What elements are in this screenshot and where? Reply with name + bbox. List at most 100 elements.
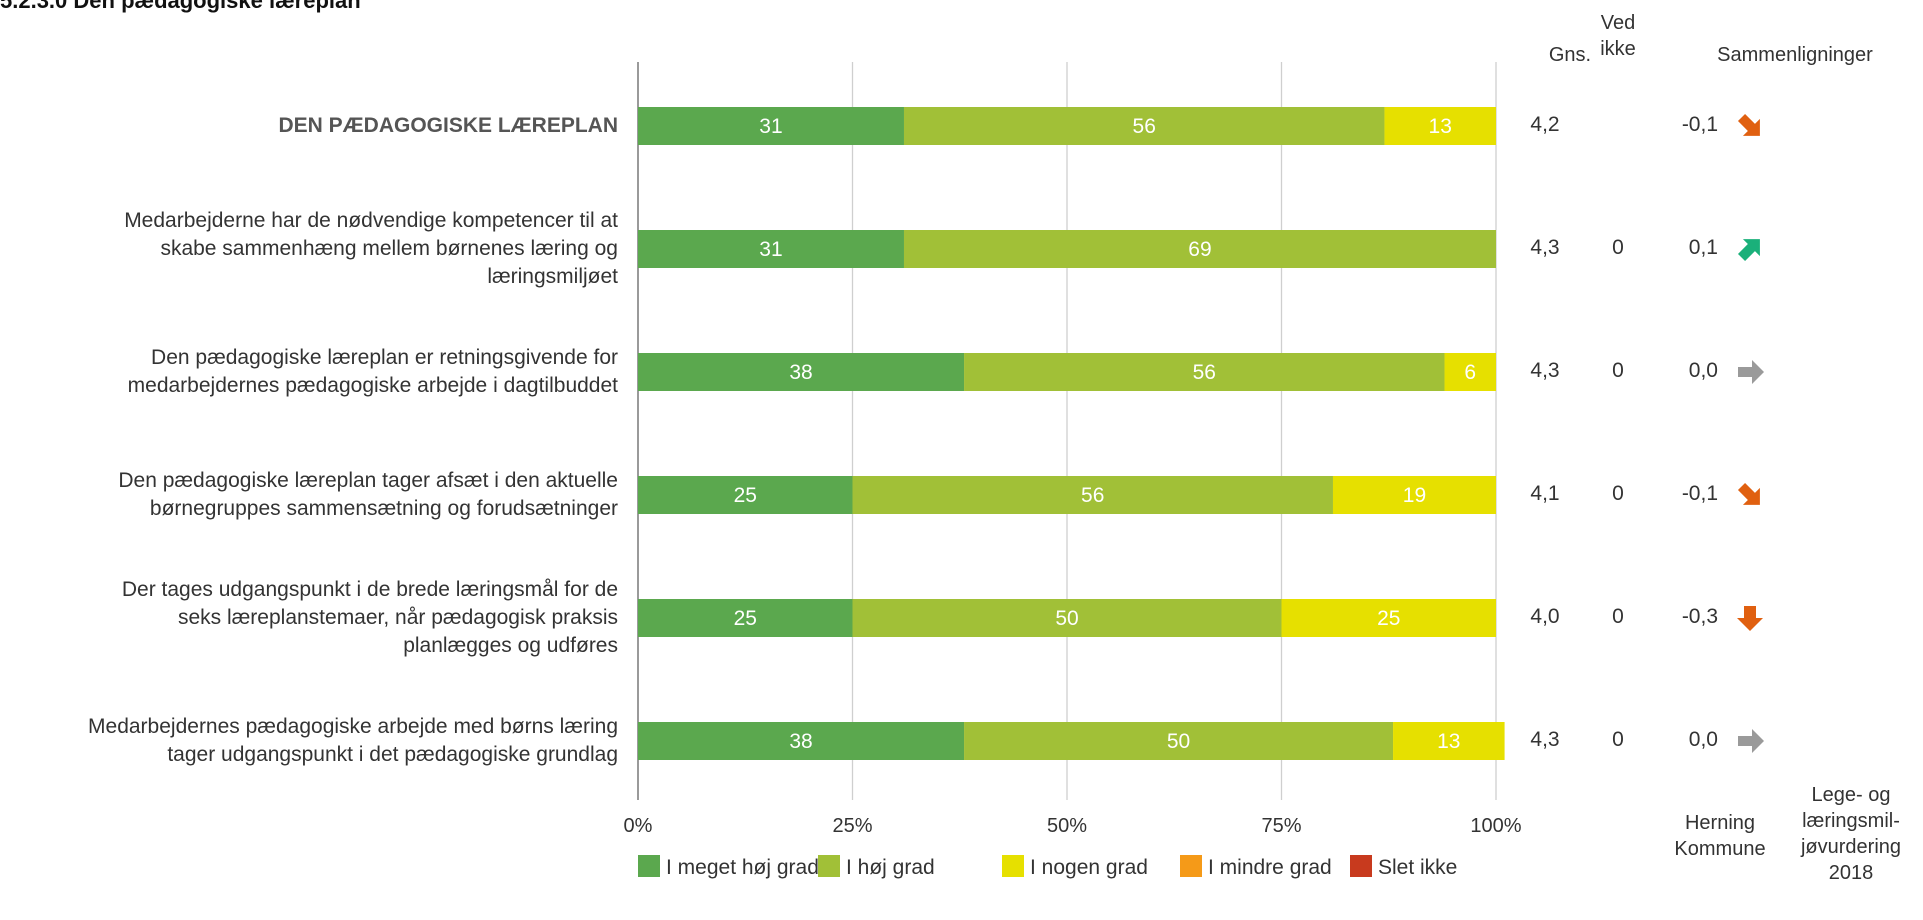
dont-know-value: 0 <box>1612 236 1624 259</box>
segment-meget-hoj <box>638 230 904 268</box>
arrow-flat-icon-shape <box>1738 360 1764 384</box>
data-label: 19 <box>1403 484 1426 507</box>
avg-value: 4,3 <box>1530 236 1560 259</box>
segment-meget-hoj <box>638 353 965 391</box>
segment-nogen <box>1332 476 1496 514</box>
avg-value: 4,1 <box>1530 482 1560 505</box>
avg-value: 4,2 <box>1530 113 1560 136</box>
avg-value: 4,3 <box>1530 728 1560 751</box>
comparison-value: -0,3 <box>1681 605 1718 628</box>
segment-hoj <box>852 476 1333 514</box>
question-label-line: medarbejdernes pædagogiske arbejde i dag… <box>127 374 618 397</box>
herning-footer-line2: Kommune <box>1674 838 1766 860</box>
data-label: 69 <box>1188 238 1211 261</box>
data-label: 13 <box>1437 730 1460 753</box>
segment-meget-hoj <box>638 476 853 514</box>
segment-hoj <box>903 230 1496 268</box>
segment-nogen <box>1444 353 1496 391</box>
arrow-down-icon <box>1737 606 1763 631</box>
arrow-down-right-icon-shape <box>1737 482 1760 505</box>
data-label: 56 <box>1133 115 1156 138</box>
avg-value: 4,0 <box>1530 605 1560 628</box>
data-label: 31 <box>759 115 782 138</box>
x-tick-label: 50% <box>1047 815 1087 837</box>
question-label-line: skabe sammenhæng mellem børnenes læring … <box>160 237 618 260</box>
legend-nogen-label: I nogen grad <box>1030 856 1148 879</box>
comparison-value: 0,0 <box>1688 359 1718 382</box>
arrow-down-icon-shape <box>1737 606 1763 631</box>
segment-meget-hoj <box>638 722 965 760</box>
segment-hoj <box>964 722 1394 760</box>
arrow-down-right-icon <box>1737 482 1760 505</box>
legend-meget-hoj-swatch <box>638 855 660 877</box>
comparison-value: 0,0 <box>1688 728 1718 751</box>
question-label-line: Der tages udgangspunkt i de brede læring… <box>121 578 618 601</box>
segment-hoj <box>903 107 1385 145</box>
question-label-line: tager udgangspunkt i det pædagogiske gru… <box>167 743 618 766</box>
question-label: Medarbejderne har de nødvendige kompeten… <box>0 207 618 291</box>
comparison-value: 0,1 <box>1688 236 1718 259</box>
x-tick-label: 0% <box>624 815 653 837</box>
question-label: Der tages udgangspunkt i de brede læring… <box>0 576 618 660</box>
data-label: 25 <box>734 484 757 507</box>
data-label: 50 <box>1167 730 1190 753</box>
lege-footer-line4: 2018 <box>1828 862 1874 884</box>
segment-nogen <box>1393 722 1505 760</box>
legend-slet-swatch <box>1350 855 1372 877</box>
lege-footer-line3: jøvurdering <box>1800 836 1902 858</box>
question-label: Den pædagogiske læreplan tager afsæt i d… <box>0 467 618 523</box>
arrow-up-right-icon <box>1737 239 1760 262</box>
x-tick-label: 75% <box>1261 815 1301 837</box>
legend-hoj-label: I høj grad <box>846 856 935 879</box>
arrow-flat-icon <box>1738 729 1764 753</box>
x-tick-label: 100% <box>1470 815 1521 837</box>
question-label-line: planlægges og udføres <box>403 634 618 657</box>
x-tick-label: 25% <box>832 815 872 837</box>
data-label: 31 <box>759 238 782 261</box>
data-label: 38 <box>789 361 812 384</box>
dont-know-value: 0 <box>1612 359 1624 382</box>
arrow-flat-icon <box>1738 360 1764 384</box>
data-label: 56 <box>1193 361 1216 384</box>
arrow-down-right-icon <box>1737 113 1760 136</box>
segment-nogen <box>1281 599 1496 637</box>
avg-header: Gns. <box>1548 44 1592 66</box>
question-label-line: Medarbejderne har de nødvendige kompeten… <box>124 209 618 232</box>
legend-meget-hoj-label: I meget høj grad <box>666 856 819 879</box>
question-label: DEN PÆDAGOGISKE LÆREPLAN <box>0 112 618 140</box>
question-label-line: Den pædagogiske læreplan tager afsæt i d… <box>118 469 618 492</box>
data-label: 56 <box>1081 484 1104 507</box>
question-label: Den pædagogiske læreplan er retningsgive… <box>0 344 618 400</box>
segment-meget-hoj <box>638 599 853 637</box>
comparison-value: -0,1 <box>1681 482 1718 505</box>
legend-nogen-swatch <box>1002 855 1024 877</box>
segment-hoj <box>852 599 1282 637</box>
legend-mindre-label: I mindre grad <box>1208 856 1332 879</box>
avg-value: 4,3 <box>1530 359 1560 382</box>
question-label-line: læringsmiljøet <box>487 265 618 288</box>
arrow-up-right-icon-shape <box>1737 239 1760 262</box>
arrow-flat-icon-shape <box>1738 729 1764 753</box>
question-label-line: DEN PÆDAGOGISKE LÆREPLAN <box>278 114 618 137</box>
question-label-line: børnegruppes sammensætning og forudsætni… <box>149 497 618 520</box>
herning-footer-line1: Herning <box>1684 812 1756 834</box>
segment-meget-hoj <box>638 107 904 145</box>
question-label-line: Medarbejdernes pædagogiske arbejde med b… <box>88 715 618 738</box>
data-label: 13 <box>1429 115 1452 138</box>
data-label: 6 <box>1464 361 1476 384</box>
lege-footer-line1: Lege- og <box>1811 784 1891 806</box>
legend-slet-label: Slet ikke <box>1378 856 1457 879</box>
data-label: 25 <box>1377 607 1400 630</box>
question-label: Medarbejdernes pædagogiske arbejde med b… <box>0 713 618 769</box>
dont-know-value: 0 <box>1612 605 1624 628</box>
data-label: 38 <box>789 730 812 753</box>
section-heading: 5.2.3.0 Den pædagogiske læreplan <box>0 0 361 13</box>
question-label-line: seks læreplanstemaer, når pædagogisk pra… <box>177 606 618 629</box>
lege-footer-line2: læringsmil- <box>1802 810 1900 832</box>
segment-hoj <box>964 353 1445 391</box>
segment-nogen <box>1384 107 1496 145</box>
dont-know-value: 0 <box>1612 728 1624 751</box>
dont-know-header-line2: ikke <box>1600 38 1636 60</box>
